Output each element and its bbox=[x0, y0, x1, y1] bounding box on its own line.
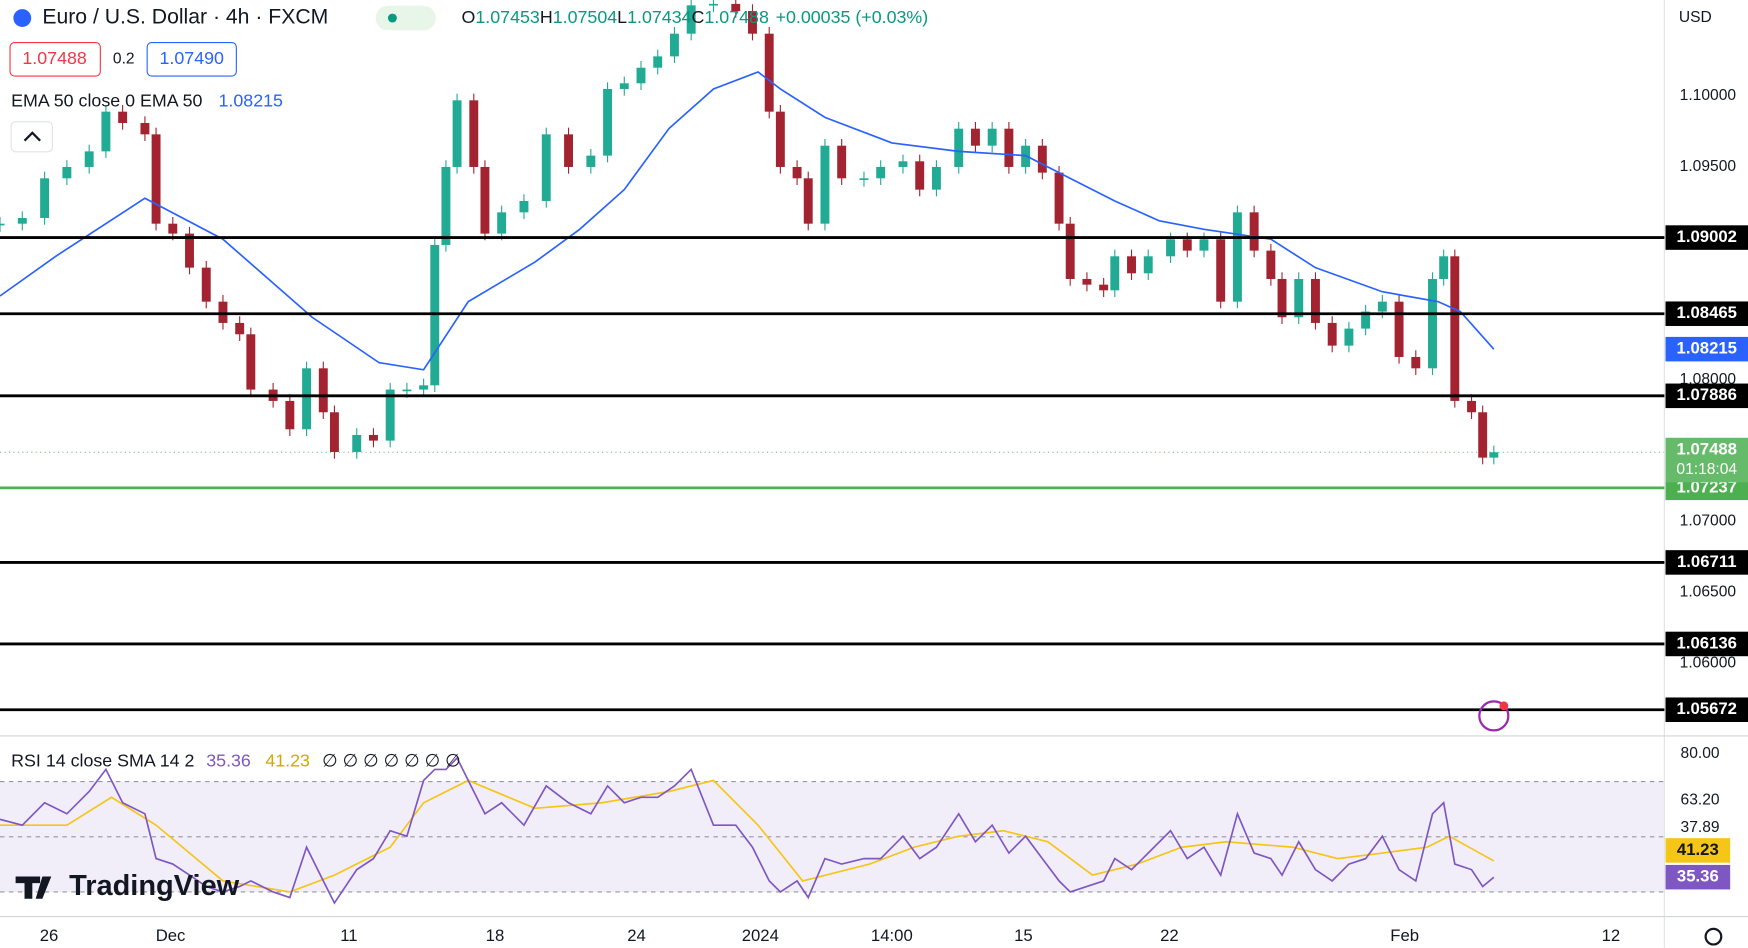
x-tick-label: 11 bbox=[340, 926, 357, 945]
y-tick-label: 1.06500 bbox=[1680, 583, 1737, 600]
ema-label: 1.08215 bbox=[1677, 339, 1737, 358]
symbol-title: Euro / U.S. Dollar · 4h · FXCM bbox=[42, 6, 328, 29]
sma-line bbox=[0, 779, 1495, 893]
rsi-badge bbox=[1665, 864, 1731, 890]
y-tick-label: 1.08000 bbox=[1680, 371, 1737, 388]
level-label: 1.08465 bbox=[1677, 303, 1737, 322]
quote-part: 1.07453 bbox=[475, 7, 540, 27]
ema-legend-value: 1.08215 bbox=[219, 90, 284, 110]
x-tick-label: 12 bbox=[1602, 926, 1621, 945]
spread: 0.2 bbox=[113, 50, 135, 67]
price-label: 1.07488 bbox=[1677, 439, 1737, 458]
y-tick-label: 1.09500 bbox=[1680, 158, 1737, 175]
quote-part: 1.07434 bbox=[627, 7, 692, 27]
ask-button[interactable] bbox=[146, 42, 237, 77]
price-badge bbox=[1665, 437, 1748, 483]
y-tick-label: 1.10000 bbox=[1680, 87, 1737, 104]
level-label: 1.06711 bbox=[1677, 552, 1737, 571]
x-tick-label: 24 bbox=[627, 926, 646, 945]
bid-price: 1.07488 bbox=[22, 48, 87, 68]
quote-part: H bbox=[540, 7, 553, 27]
quote-part: O bbox=[462, 7, 476, 27]
level-label: 1.05672 bbox=[1677, 699, 1737, 718]
sma-legend-value: 41.23 bbox=[265, 750, 310, 770]
rsi-badge-label: 35.36 bbox=[1677, 867, 1719, 886]
quote-part: 1.07488 bbox=[704, 7, 769, 27]
sma-badge bbox=[1665, 838, 1731, 863]
bid-button[interactable] bbox=[9, 42, 101, 77]
level-badge bbox=[1665, 383, 1748, 409]
level-badge bbox=[1665, 550, 1748, 575]
currency[interactable]: USD bbox=[1679, 9, 1712, 26]
x-tick-label: Dec bbox=[156, 926, 186, 945]
ask-price: 1.07490 bbox=[160, 48, 225, 68]
symbol-flag bbox=[13, 9, 32, 27]
collapse-icon bbox=[23, 131, 41, 142]
y-tick-label: 1.06000 bbox=[1680, 654, 1737, 671]
rsi-legend-value: 35.36 bbox=[206, 750, 251, 770]
x-tick-label: 26 bbox=[40, 926, 59, 945]
candle bbox=[0, 223, 5, 226]
alert-icon[interactable] bbox=[1478, 700, 1510, 732]
quote-part: +0.00035 (+0.03%) bbox=[776, 7, 929, 27]
quote-part: C bbox=[692, 7, 705, 27]
level-label: 1.06136 bbox=[1677, 633, 1737, 652]
alert-dot bbox=[1499, 701, 1509, 711]
rsi-tick-label: 63.20 bbox=[1681, 791, 1720, 808]
ema-badge bbox=[1665, 336, 1748, 362]
ema-line bbox=[0, 71, 1495, 371]
level-badge bbox=[1665, 631, 1748, 657]
level-badge bbox=[1665, 697, 1748, 723]
x-tick-label: 18 bbox=[486, 926, 505, 945]
x-tick-label: 14:00 bbox=[871, 926, 913, 945]
level-badge bbox=[1665, 225, 1748, 250]
rsi-tick-label: 80.00 bbox=[1681, 745, 1720, 762]
rsi-tick-label: 37.89 bbox=[1681, 819, 1720, 836]
rsi-line bbox=[0, 756, 1495, 905]
sma-badge-label: 41.23 bbox=[1677, 840, 1719, 859]
countdown: 01:18:04 bbox=[1676, 461, 1737, 478]
ema-legend: EMA 50 close 0 EMA 50 bbox=[11, 90, 202, 110]
status-pill[interactable] bbox=[375, 5, 436, 31]
collapse-button[interactable] bbox=[10, 121, 53, 153]
level-badge bbox=[1665, 301, 1748, 326]
settings-icon[interactable] bbox=[1704, 927, 1723, 946]
x-tick-label: 15 bbox=[1014, 926, 1033, 945]
x-tick-label: 2024 bbox=[742, 926, 779, 945]
x-tick-label: Feb bbox=[1390, 926, 1419, 945]
level-label: 1.07886 bbox=[1677, 385, 1737, 404]
quote-part: L bbox=[617, 7, 627, 27]
level-label: 1.09002 bbox=[1677, 227, 1737, 246]
rsi-legend: RSI 14 close SMA 14 2 bbox=[11, 750, 194, 770]
quote-part: 1.07504 bbox=[553, 7, 618, 27]
y-tick-label: 1.07000 bbox=[1680, 513, 1737, 530]
x-tick-label: 22 bbox=[1160, 926, 1179, 945]
rsi-empty-values: ∅ ∅ ∅ ∅ ∅ ∅ ∅ bbox=[322, 750, 460, 770]
logo-text: TradingView bbox=[69, 870, 240, 902]
status-dot bbox=[387, 13, 397, 23]
ohlc-quote: O1.07453H1.07504L1.07434C1.07488 +0.00035… bbox=[462, 7, 929, 27]
